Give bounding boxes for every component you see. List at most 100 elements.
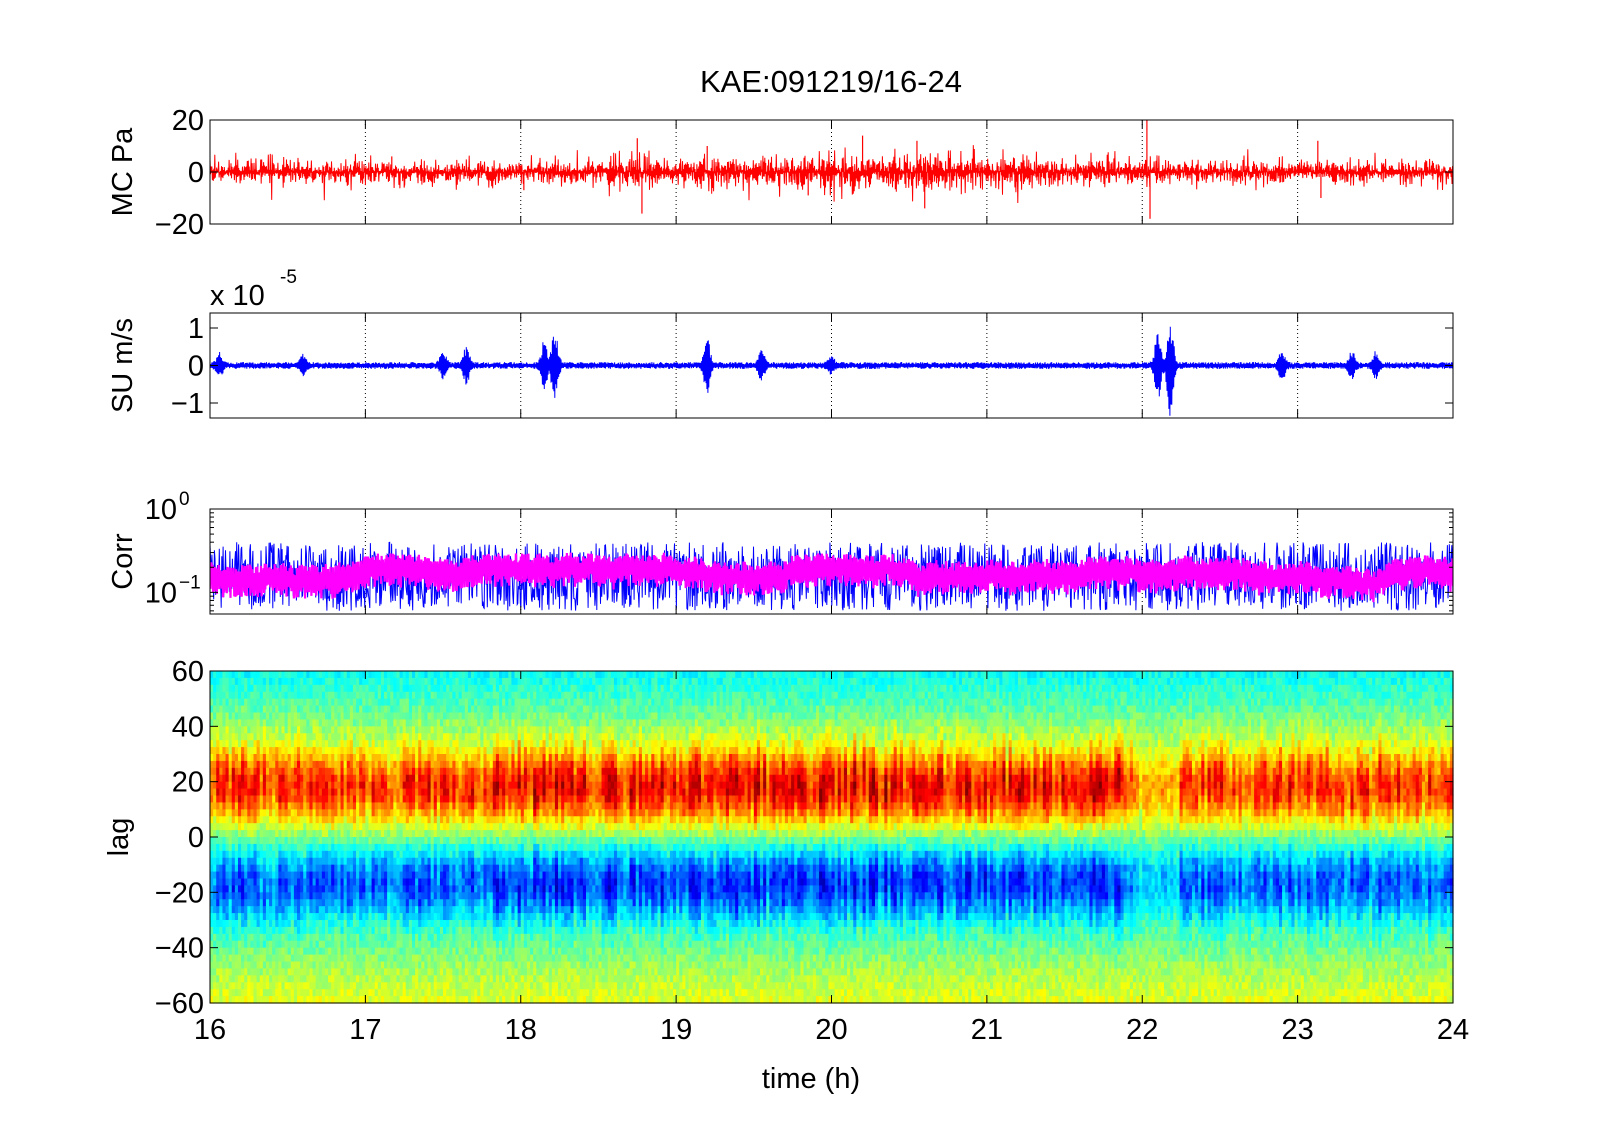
heatmap-cell: [365, 975, 370, 983]
heatmap-cell: [265, 698, 270, 707]
heatmap-cell: [234, 809, 239, 817]
heatmap-cell: [324, 684, 329, 693]
heatmap-cell: [402, 913, 407, 921]
heatmap-cell: [315, 830, 320, 838]
heatmap-cell: [402, 906, 407, 914]
heatmap-cell: [411, 740, 416, 748]
heatmap-cell: [297, 933, 301, 942]
heatmap-cell: [343, 871, 348, 880]
heatmap-cell: [303, 677, 307, 686]
heatmap-cell: [225, 885, 230, 893]
heatmap-cell: [446, 850, 450, 859]
heatmap-cell: [359, 816, 363, 824]
heatmap-cell: [262, 989, 267, 997]
heatmap-cell: [234, 892, 239, 900]
heatmap-cell: [365, 961, 370, 970]
heatmap-cell: [290, 933, 295, 942]
heatmap-cell: [452, 684, 457, 693]
heatmap-cell: [449, 802, 453, 810]
heatmap-cell: [340, 913, 345, 921]
heatmap-cell: [312, 899, 317, 907]
heatmap-cell: [384, 788, 388, 797]
heatmap-cell: [222, 788, 227, 797]
heatmap-cell: [300, 982, 304, 990]
heatmap-cell: [250, 885, 255, 893]
heatmap-cell: [446, 677, 450, 686]
heatmap-cell: [234, 989, 239, 997]
heatmap-cell: [340, 671, 345, 679]
heatmap-cell: [415, 982, 419, 990]
heatmap-cell: [365, 823, 370, 831]
heatmap-cell: [272, 947, 276, 956]
heatmap-cell: [452, 920, 457, 928]
heatmap-cell: [306, 691, 311, 700]
heatmap-cell: [346, 906, 351, 914]
heatmap-cell: [293, 926, 298, 935]
heatmap-cell: [396, 733, 401, 741]
heatmap-cell: [250, 809, 255, 817]
heatmap-cell: [265, 795, 270, 804]
heatmap-cell: [225, 726, 230, 734]
heatmap-cell: [231, 878, 236, 887]
heatmap-cell: [452, 698, 457, 707]
heatmap-cell: [256, 809, 261, 817]
heatmap-cell: [269, 864, 273, 873]
heatmap-cell: [387, 802, 391, 810]
heatmap-cell: [293, 968, 298, 976]
heatmap-cell: [269, 913, 273, 921]
heatmap-cell: [303, 719, 307, 727]
heatmap-cell: [256, 857, 261, 866]
heatmap-cell: [362, 954, 366, 963]
heatmap-cell: [278, 940, 283, 949]
heatmap-cell: [281, 996, 286, 1004]
heatmap-cell: [458, 802, 463, 810]
heatmap-cell: [321, 684, 326, 693]
heatmap-cell: [458, 726, 463, 734]
heatmap-cell: [231, 913, 236, 921]
heatmap-cell: [377, 899, 382, 907]
heatmap-cell: [446, 843, 450, 852]
heatmap-cell: [340, 961, 345, 970]
heatmap-cell: [430, 719, 435, 727]
heatmap-cell: [433, 996, 438, 1004]
heatmap-cell: [449, 885, 453, 893]
heatmap-cell: [269, 823, 273, 831]
heatmap-cell: [269, 920, 273, 928]
heatmap-cell: [365, 940, 370, 949]
heatmap-cell: [362, 913, 366, 921]
heatmap-cell: [287, 677, 292, 686]
heatmap-cell: [374, 712, 379, 721]
heatmap-cell: [309, 996, 314, 1004]
heatmap-cell: [300, 899, 304, 907]
heatmap-cell: [415, 677, 419, 686]
heatmap-cell: [390, 795, 394, 804]
heatmap-cell: [312, 871, 317, 880]
heatmap-cell: [225, 864, 230, 873]
heatmap-cell: [365, 677, 370, 686]
heatmap-cell: [464, 885, 469, 893]
heatmap-cell: [225, 823, 230, 831]
heatmap-cell: [237, 961, 242, 970]
heatmap-cell: [436, 712, 441, 721]
heatmap-cell: [275, 760, 279, 769]
heatmap-cell: [411, 733, 416, 741]
heatmap-cell: [399, 885, 404, 893]
heatmap-cell: [421, 961, 426, 970]
heatmap-cell: [461, 767, 466, 776]
heatmap-cell: [334, 781, 339, 790]
heatmap-cell: [362, 975, 366, 983]
heatmap-cell: [455, 892, 460, 900]
heatmap-cell: [272, 954, 276, 963]
y-tick-label: −1: [171, 388, 204, 420]
heatmap-cell: [452, 871, 457, 880]
heatmap-cell: [411, 788, 416, 797]
heatmap-cell: [278, 996, 283, 1004]
heatmap-cell: [228, 837, 233, 845]
heatmap-cell: [303, 684, 307, 693]
heatmap-cell: [408, 754, 413, 762]
heatmap-cell: [334, 747, 339, 755]
heatmap-cell: [362, 677, 366, 686]
heatmap-cell: [337, 795, 342, 804]
heatmap-cell: [427, 913, 432, 921]
heatmap-cell: [430, 712, 435, 721]
